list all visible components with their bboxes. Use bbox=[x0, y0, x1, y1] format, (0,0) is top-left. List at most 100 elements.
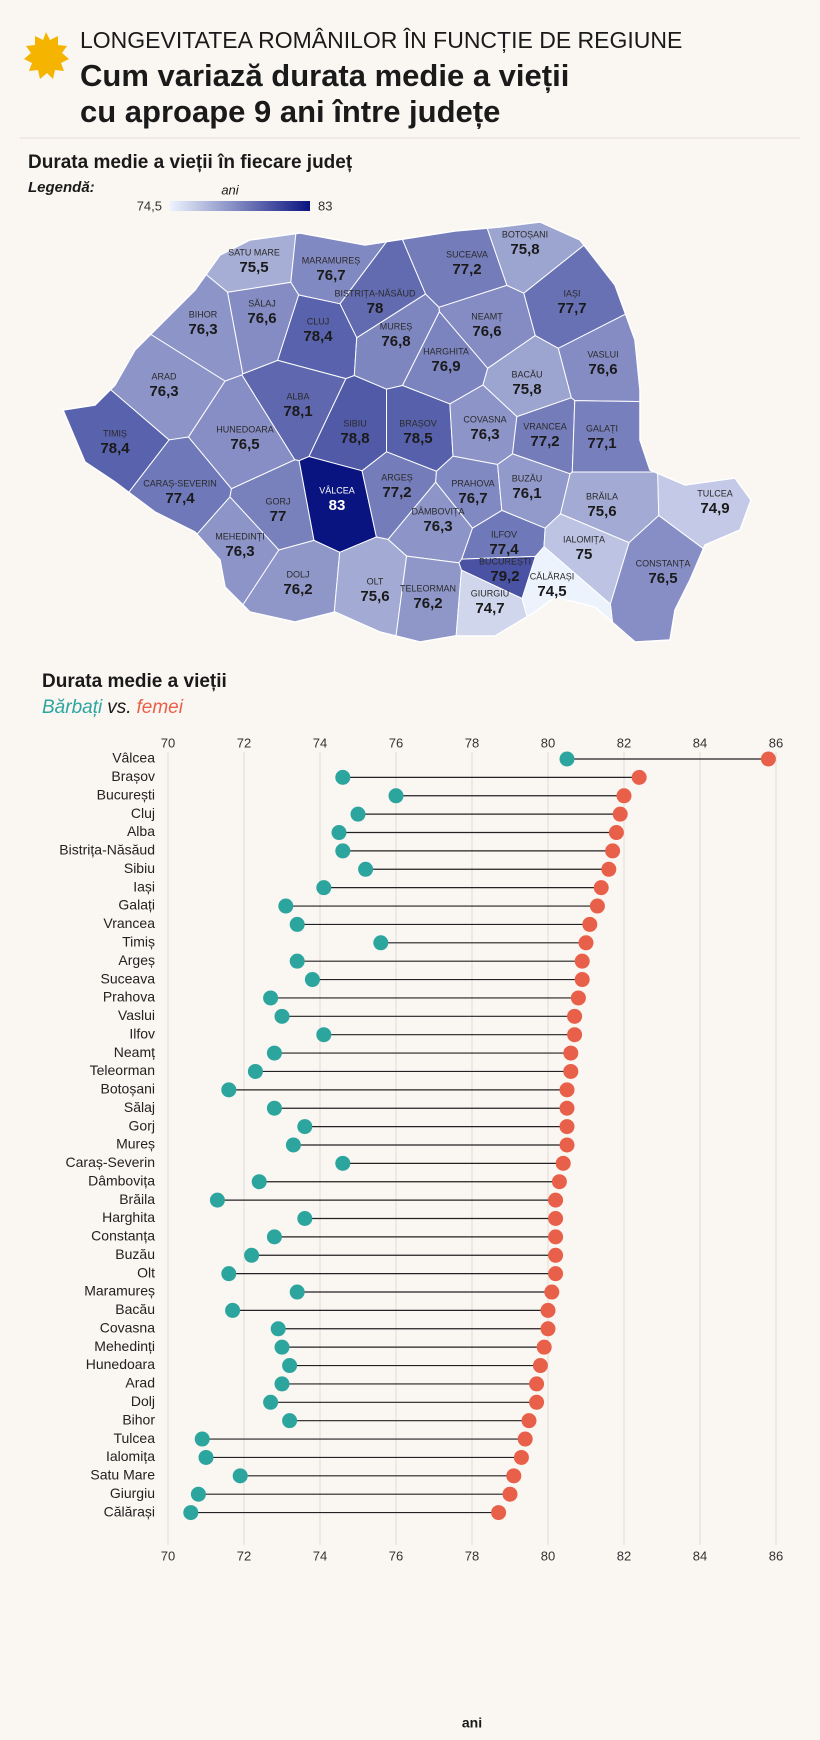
dot bbox=[559, 1137, 575, 1153]
dot bbox=[358, 861, 374, 877]
dot bbox=[506, 1468, 522, 1484]
category-label: Covasna bbox=[100, 1319, 155, 1335]
county-name: DOLJ bbox=[286, 569, 309, 579]
category-label: Bistrița-Năsăud bbox=[59, 842, 155, 858]
county-name: OLT bbox=[367, 576, 384, 586]
dot bbox=[316, 1027, 332, 1043]
dot bbox=[331, 825, 347, 841]
dot bbox=[190, 1486, 206, 1502]
county-name: DÂMBOVIȚA bbox=[411, 506, 464, 516]
county-name: BRĂILA bbox=[586, 491, 618, 501]
category-label: Vaslui bbox=[118, 1007, 155, 1023]
county-value: 79,2 bbox=[490, 568, 519, 585]
category-label: Satu Mare bbox=[90, 1467, 155, 1483]
x-tick-label: 76 bbox=[389, 1548, 403, 1563]
category-label: Galați bbox=[118, 897, 155, 913]
county-name: BIHOR bbox=[189, 309, 218, 319]
x-tick-label: 80 bbox=[541, 1548, 555, 1563]
dot bbox=[548, 1266, 564, 1282]
county-name: GIURGIU bbox=[471, 588, 510, 598]
county-value: 78,4 bbox=[100, 440, 130, 457]
colorbar bbox=[170, 201, 310, 211]
county-name: MARAMUREȘ bbox=[302, 255, 361, 265]
county-value: 76,5 bbox=[648, 570, 677, 587]
dot bbox=[593, 880, 609, 896]
county-name: CONSTANȚA bbox=[636, 558, 691, 568]
dot bbox=[266, 1045, 282, 1061]
legend-unit: ani bbox=[221, 182, 239, 197]
county-value: 77,2 bbox=[452, 261, 481, 278]
county-name: MEHEDINȚI bbox=[215, 531, 265, 541]
county-value: 76,5 bbox=[230, 436, 259, 453]
dot bbox=[567, 1027, 583, 1043]
dot bbox=[760, 751, 776, 767]
county-name: CARAȘ-SEVERIN bbox=[143, 478, 217, 488]
x-tick-label: 72 bbox=[237, 1548, 251, 1563]
dot bbox=[263, 990, 279, 1006]
category-label: București bbox=[97, 786, 155, 802]
county-value: 76,3 bbox=[423, 518, 452, 535]
category-label: Argeș bbox=[118, 952, 155, 968]
x-tick-label: 74 bbox=[313, 735, 327, 750]
category-label: Bihor bbox=[122, 1411, 155, 1427]
dot bbox=[289, 953, 305, 969]
category-label: Ilfov bbox=[129, 1025, 155, 1041]
dot bbox=[183, 1505, 199, 1521]
county-value: 76,1 bbox=[512, 485, 541, 502]
county-name: VRANCEA bbox=[523, 421, 567, 431]
category-label: Iași bbox=[133, 878, 155, 894]
dot bbox=[274, 1008, 290, 1024]
county-value: 77,2 bbox=[382, 484, 411, 501]
dot bbox=[589, 898, 605, 914]
dot bbox=[316, 880, 332, 896]
map-title: Durata medie a vieții în fiecare județ bbox=[28, 152, 353, 173]
dot bbox=[559, 1082, 575, 1098]
dot bbox=[266, 1100, 282, 1116]
category-label: Maramureș bbox=[84, 1283, 155, 1299]
legend-men: Bărbați bbox=[42, 697, 103, 718]
dot bbox=[616, 788, 632, 804]
category-label: Timiș bbox=[122, 934, 155, 950]
county-name: TELEORMAN bbox=[400, 583, 456, 593]
county-value: 75 bbox=[576, 546, 593, 563]
county-value: 76,7 bbox=[316, 267, 345, 284]
county-value: 76,3 bbox=[225, 543, 254, 560]
county-value: 77,4 bbox=[165, 490, 195, 507]
county-value: 75,5 bbox=[239, 259, 268, 276]
dot bbox=[285, 1137, 301, 1153]
county-value: 74,5 bbox=[537, 583, 566, 600]
x-tick-label: 86 bbox=[769, 1548, 783, 1563]
dot bbox=[540, 1302, 556, 1318]
category-label: Sălaj bbox=[124, 1099, 155, 1115]
x-tick-label: 78 bbox=[465, 735, 479, 750]
county-name: ARAD bbox=[151, 371, 177, 381]
category-label: Olt bbox=[137, 1264, 155, 1280]
dot bbox=[540, 1321, 556, 1337]
category-label: Vrancea bbox=[103, 915, 155, 931]
category-label: Dâmbovița bbox=[88, 1172, 155, 1188]
county-name: VASLUI bbox=[587, 349, 618, 359]
county-name: TIMIȘ bbox=[103, 428, 127, 438]
dot bbox=[574, 972, 590, 988]
county-name: SIBIU bbox=[343, 418, 367, 428]
dot bbox=[297, 1211, 313, 1226]
county-name: SUCEAVA bbox=[446, 249, 488, 259]
county-labels: SATU MARE 75,5 MARAMUREȘ 76,7 BOTOȘANI 75,8 SU… bbox=[100, 229, 732, 617]
dot bbox=[513, 1449, 529, 1465]
county-name: BRAȘOV bbox=[399, 418, 437, 428]
county-name: BISTRIȚA-NĂSĂUD bbox=[334, 288, 416, 298]
dot bbox=[209, 1192, 225, 1208]
legend-women: femei bbox=[136, 697, 183, 718]
dot bbox=[559, 751, 575, 767]
county-name: ARGEȘ bbox=[381, 472, 413, 482]
county-name: COVASNA bbox=[463, 414, 506, 424]
category-label: Mehedinți bbox=[94, 1338, 155, 1354]
county-value: 76,3 bbox=[149, 383, 178, 400]
dot bbox=[548, 1211, 564, 1226]
dot bbox=[563, 1045, 579, 1061]
category-label: Suceava bbox=[101, 970, 156, 986]
dot bbox=[559, 1119, 575, 1135]
dot bbox=[548, 1229, 564, 1245]
county-value: 76,3 bbox=[470, 426, 499, 443]
